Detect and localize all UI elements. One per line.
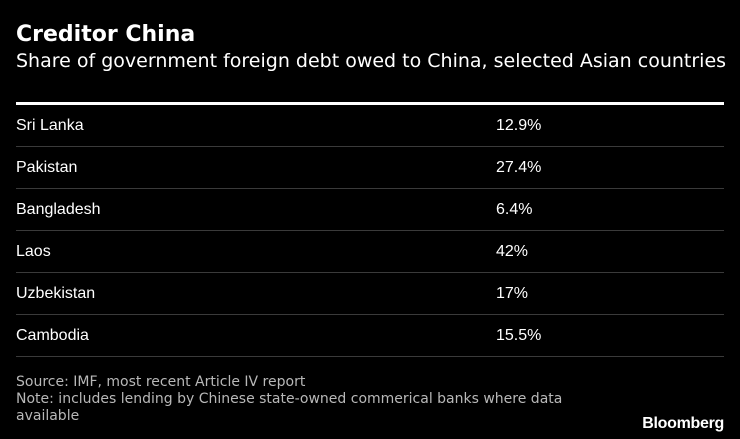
country-name: Sri Lanka [16,117,84,134]
debt-share-value: 15.5% [496,327,542,344]
table-row: Sri Lanka 12.9% [16,105,724,147]
debt-share-value: 12.9% [496,117,542,134]
country-name: Laos [16,243,51,260]
country-name: Uzbekistan [16,285,96,302]
debt-share-value: 27.4% [496,159,542,176]
footnotes: Source: IMF, most recent Article IV repo… [16,374,596,425]
data-table: Sri Lanka 12.9% Pakistan 27.4% Banglades… [16,105,724,357]
debt-share-value: 17% [496,285,529,302]
table-row: Laos 42% [16,231,724,273]
country-name: Pakistan [16,159,78,176]
source-note: Source: IMF, most recent Article IV repo… [16,374,306,390]
table-row: Pakistan 27.4% [16,147,724,189]
table-row: Bangladesh 6.4% [16,189,724,231]
table-top-rule [16,102,724,105]
chart-title: Creditor China [16,22,196,47]
table-row: Uzbekistan 17% [16,273,724,315]
country-name: Cambodia [16,327,89,344]
debt-share-value: 42% [496,243,529,260]
debt-share-value: 6.4% [496,201,533,218]
country-name: Bangladesh [16,201,101,218]
footnote: Note: includes lending by Chinese state-… [16,391,563,424]
table-row: Cambodia 15.5% [16,315,724,357]
bloomberg-logo: Bloomberg [642,415,724,432]
chart-subtitle: Share of government foreign debt owed to… [16,50,727,72]
